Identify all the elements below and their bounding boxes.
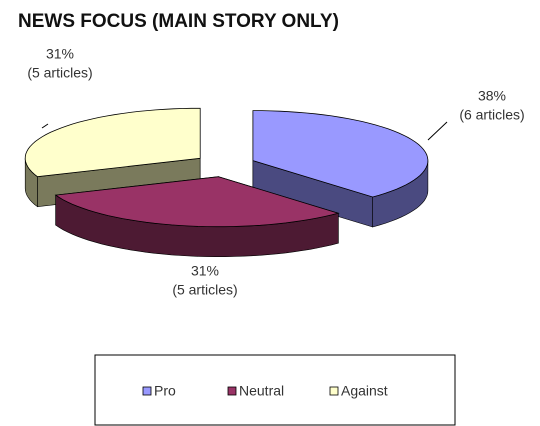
data-label: 31% bbox=[191, 263, 219, 279]
legend-label: Pro bbox=[154, 383, 176, 399]
legend-swatch bbox=[142, 386, 152, 396]
chart-title: NEWS FOCUS (MAIN STORY ONLY) bbox=[18, 11, 339, 32]
slice bbox=[24, 107, 201, 178]
data-label: 31% bbox=[46, 46, 74, 62]
data-label-detail: (6 articles) bbox=[459, 107, 524, 123]
data-label: 38% bbox=[478, 88, 506, 104]
leader-line bbox=[427, 121, 448, 141]
legend-swatch bbox=[329, 386, 339, 396]
slice bbox=[54, 176, 340, 228]
legend-swatch bbox=[227, 386, 237, 396]
legend-label: Against bbox=[341, 383, 388, 399]
legend-label: Neutral bbox=[239, 383, 284, 399]
data-label-detail: (5 articles) bbox=[172, 282, 237, 298]
slice bbox=[252, 110, 429, 198]
leader-line bbox=[41, 123, 49, 129]
data-label-detail: (5 articles) bbox=[27, 65, 92, 81]
legend-box bbox=[94, 354, 456, 426]
